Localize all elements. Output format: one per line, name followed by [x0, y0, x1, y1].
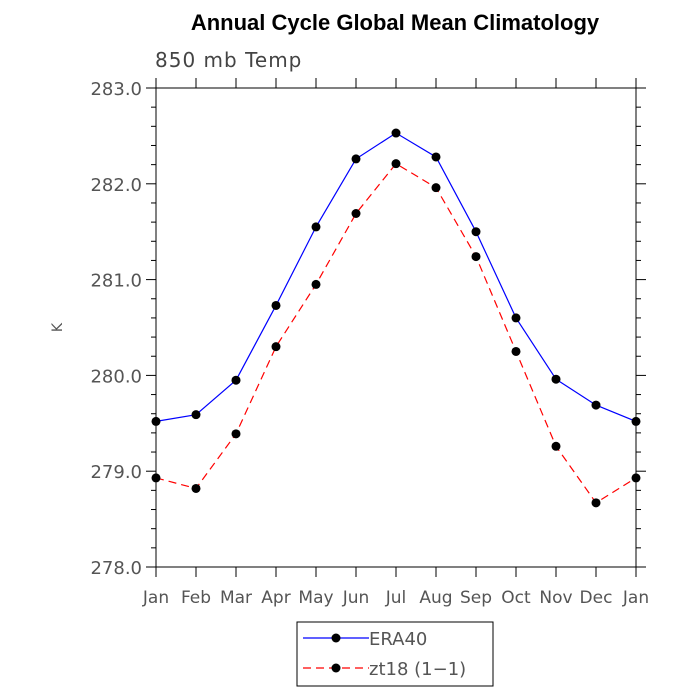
data-point-series-2: [311, 279, 321, 289]
xtick-label: Sep: [460, 588, 492, 608]
ytick-label: 283.0: [90, 79, 142, 100]
data-point-series-1: [351, 154, 361, 164]
legend-label-2: zt18 (1−1): [369, 659, 466, 680]
data-point-series-2: [191, 483, 201, 493]
data-point-series-1: [311, 222, 321, 232]
xtick-label: May: [298, 588, 333, 608]
legend-marker-1: [331, 633, 341, 643]
ytick-label: 278.0: [90, 558, 142, 579]
series-line-1: [155, 132, 637, 422]
xtick-label: Dec: [580, 588, 613, 608]
data-point-series-2: [231, 429, 241, 439]
data-point-series-2: [511, 346, 521, 356]
xtick-label: Mar: [220, 588, 252, 608]
chart-subtitle: 850 mb Temp: [155, 48, 303, 72]
data-point-series-2: [551, 441, 561, 451]
xtick-label: Oct: [501, 588, 531, 608]
legend-marker-2: [331, 663, 341, 673]
data-point-series-1: [431, 152, 441, 162]
data-point-series-1: [271, 300, 281, 310]
data-point-series-1: [231, 375, 241, 385]
data-point-series-1: [591, 400, 601, 410]
data-point-series-1: [551, 374, 561, 384]
xtick-label: Jun: [342, 588, 370, 608]
xtick-label: Jan: [622, 588, 649, 608]
xtick-label: Apr: [261, 588, 290, 608]
data-point-series-1: [631, 416, 641, 426]
xtick-label: Jul: [385, 588, 407, 608]
ytick-label: 280.0: [90, 366, 142, 387]
xtick-label: Nov: [539, 588, 572, 608]
data-point-series-1: [151, 416, 161, 426]
ytick-label: 282.0: [90, 175, 142, 196]
data-point-series-1: [471, 227, 481, 237]
data-point-series-1: [391, 128, 401, 138]
xtick-label: Feb: [181, 588, 211, 608]
y-axis-label: K: [50, 322, 66, 332]
legend-label-1: ERA40: [369, 629, 427, 650]
data-point-series-2: [631, 473, 641, 483]
data-point-series-2: [471, 252, 481, 262]
chart-title: Annual Cycle Global Mean Climatology: [190, 10, 600, 35]
xtick-label: Aug: [419, 588, 452, 608]
xtick-label: Jan: [142, 588, 169, 608]
data-point-series-1: [511, 313, 521, 323]
data-point-series-2: [351, 208, 361, 218]
data-point-series-2: [591, 498, 601, 508]
data-point-series-1: [191, 410, 201, 420]
data-point-series-2: [431, 183, 441, 193]
ytick-label: 281.0: [90, 271, 142, 292]
ytick-label: 279.0: [90, 462, 142, 483]
data-point-series-2: [271, 342, 281, 352]
series-line-2: [155, 162, 637, 504]
legend-box: [296, 621, 494, 687]
data-point-series-2: [151, 473, 161, 483]
data-point-series-2: [391, 159, 401, 169]
